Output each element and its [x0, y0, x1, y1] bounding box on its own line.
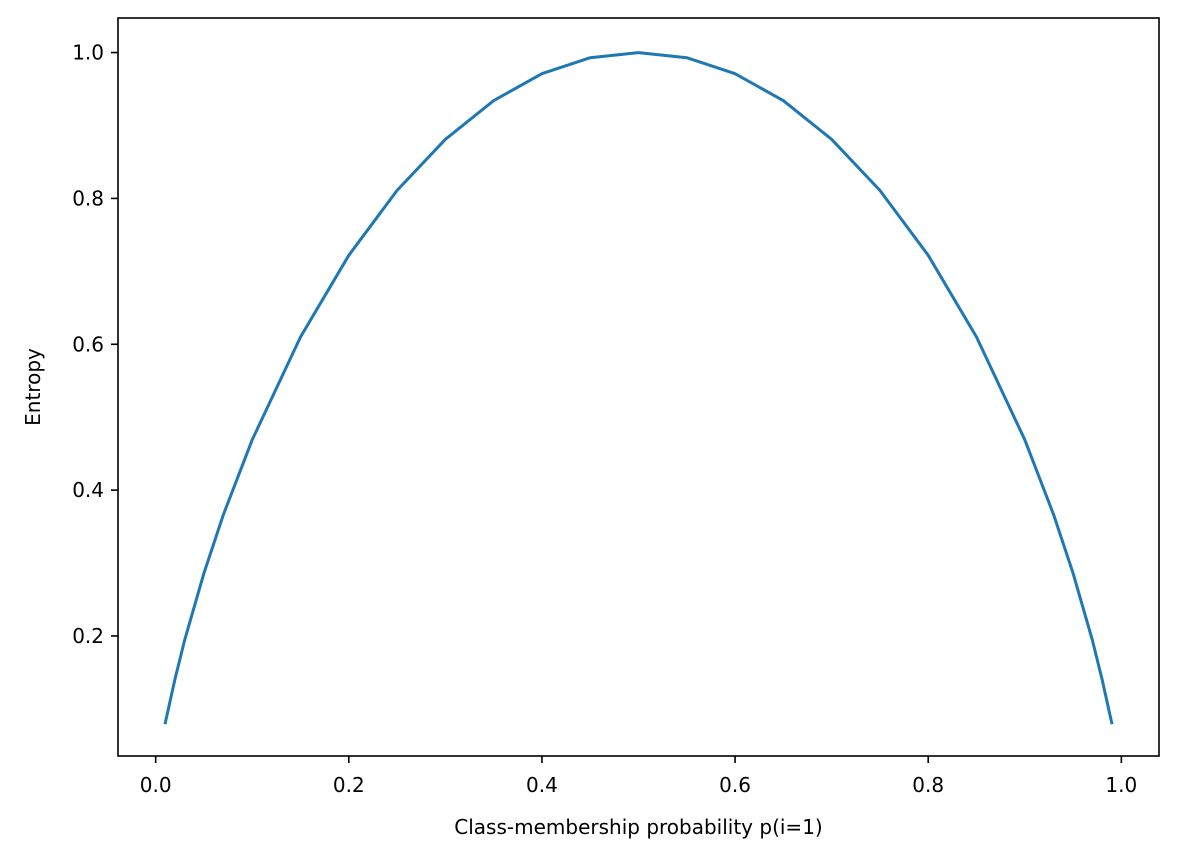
- x-axis-ticks: 0.0 0.2 0.4 0.6 0.8 1.0: [140, 756, 1137, 797]
- x-tick-label: 0.4: [526, 773, 558, 797]
- y-axis-label: Entropy: [21, 348, 45, 426]
- plot-area: [118, 18, 1159, 756]
- x-tick-label: 0.2: [333, 773, 365, 797]
- y-tick-label: 0.4: [72, 478, 104, 502]
- y-axis-ticks: 0.2 0.4 0.6 0.8 1.0: [72, 41, 118, 648]
- x-tick-label: 0.8: [912, 773, 944, 797]
- y-tick-label: 1.0: [72, 41, 104, 65]
- series-layer: [163, 51, 1114, 725]
- y-tick-label: 0.6: [72, 332, 104, 356]
- x-tick-label: 0.6: [719, 773, 751, 797]
- axes-frame: [117, 17, 1160, 757]
- series-line-0: [163, 51, 1114, 725]
- x-axis-label: Class-membership probability p(i=1): [454, 815, 822, 839]
- x-tick-label: 1.0: [1105, 773, 1137, 797]
- y-tick-label: 0.2: [72, 624, 104, 648]
- x-tick-label: 0.0: [140, 773, 172, 797]
- y-tick-label: 0.8: [72, 186, 104, 210]
